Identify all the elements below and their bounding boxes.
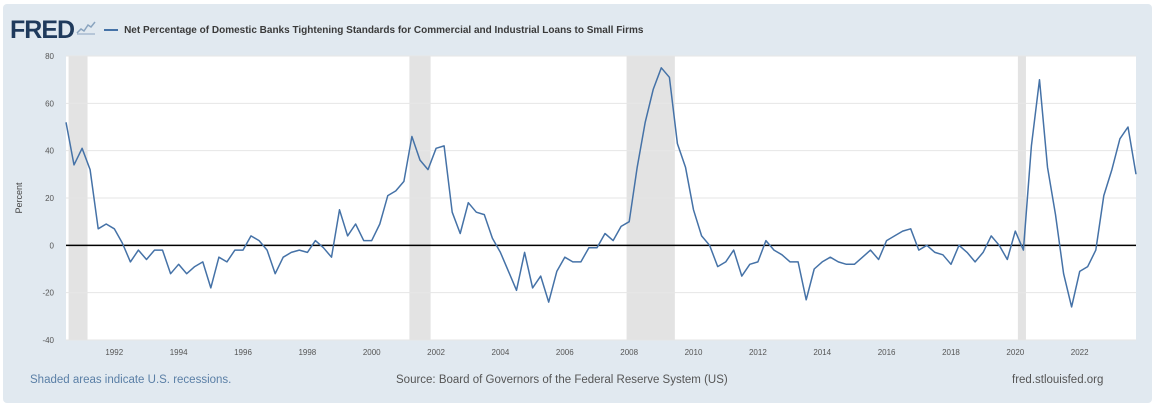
series-line-group	[65, 67, 1137, 308]
x-tick-2004: 2004	[492, 348, 510, 357]
y-tick--20: -20	[42, 289, 54, 298]
chart-sparkline-icon	[76, 21, 96, 40]
x-tick-2012: 2012	[749, 348, 767, 357]
x-tick-2010: 2010	[685, 348, 703, 357]
x-tick-2022: 2022	[1071, 348, 1089, 357]
x-tick-2014: 2014	[813, 348, 831, 357]
series-line	[65, 67, 1137, 308]
fred-logo[interactable]: FRED	[10, 15, 75, 44]
x-tick-2006: 2006	[556, 348, 574, 357]
y-axis-label: Percent	[14, 182, 24, 214]
y-tick-0: 0	[50, 241, 55, 250]
site-link[interactable]: fred.stlouisfed.org	[1012, 374, 1104, 386]
y-tick-labels: -40 -20 0 20 40 60 80	[42, 52, 54, 345]
x-tick-1994: 1994	[170, 348, 188, 357]
y-tick-40: 40	[45, 147, 54, 156]
x-tick-2008: 2008	[620, 348, 638, 357]
x-tick-2018: 2018	[942, 348, 960, 357]
y-tick-20: 20	[45, 194, 54, 203]
y-tick-80: 80	[45, 52, 54, 61]
legend-label: Net Percentage of Domestic Banks Tighten…	[124, 24, 644, 36]
x-tick-1996: 1996	[234, 348, 252, 357]
gridlines	[66, 55, 1136, 341]
x-tick-labels: 1992 1994 1996 1998 2000 2002 2004 2006 2008 2010…	[105, 348, 1089, 357]
x-tick-2016: 2016	[878, 348, 896, 357]
y-tick--40: -40	[42, 336, 54, 345]
x-tick-2020: 2020	[1006, 348, 1024, 357]
x-tick-2000: 2000	[363, 348, 381, 357]
x-tick-2002: 2002	[427, 348, 445, 357]
y-tick-60: 60	[45, 99, 54, 108]
legend-swatch	[104, 29, 119, 31]
source-text: Source: Board of Governors of the Federa…	[396, 374, 728, 386]
chart-header: FRED Net Percentage of Domestic Banks Ti…	[10, 16, 643, 44]
recession-note: Shaded areas indicate U.S. recessions.	[30, 374, 232, 386]
x-tick-1992: 1992	[105, 348, 123, 357]
x-tick-1998: 1998	[298, 348, 316, 357]
